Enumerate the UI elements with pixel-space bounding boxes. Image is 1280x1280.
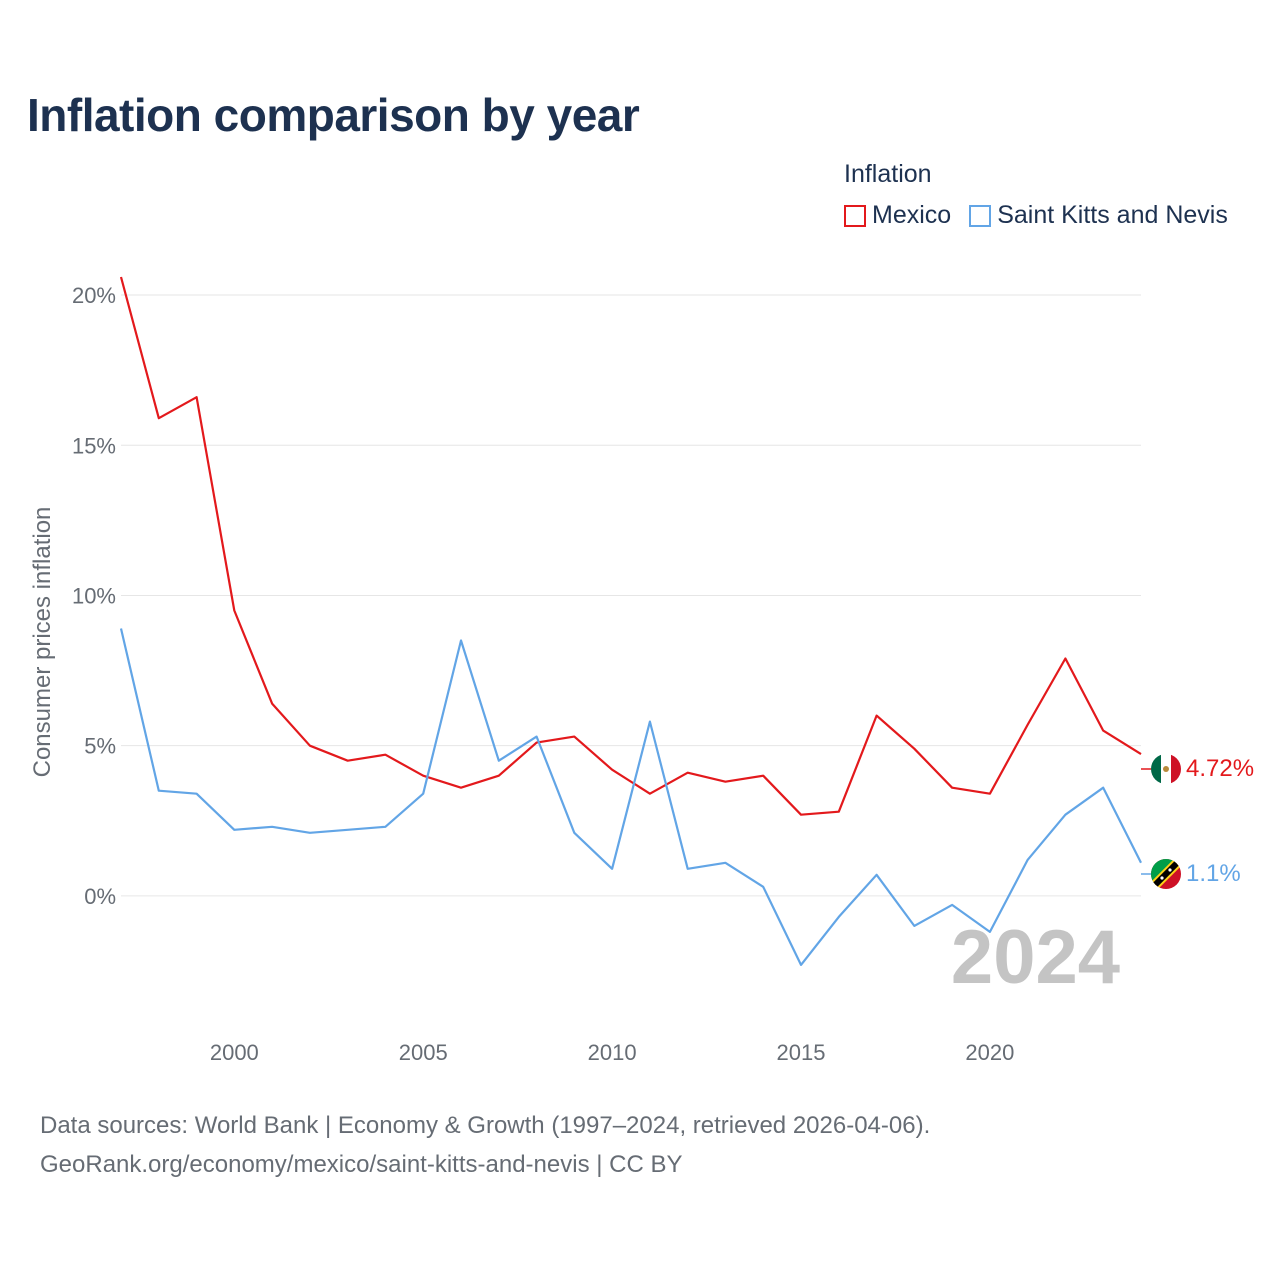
data-point-saint-kitts-and-nevis[interactable]	[570, 829, 578, 837]
data-point-mexico[interactable]	[306, 742, 314, 750]
footer: Data sources: World Bank | Economy & Gro…	[40, 1106, 930, 1184]
data-point-saint-kitts-and-nevis[interactable]	[986, 928, 994, 936]
data-point-mexico[interactable]	[873, 712, 881, 720]
data-point-saint-kitts-and-nevis[interactable]	[155, 787, 163, 795]
saint-kitts-and-nevis-flag-icon	[1151, 859, 1181, 889]
data-point-saint-kitts-and-nevis[interactable]	[268, 823, 276, 831]
data-point-saint-kitts-and-nevis[interactable]	[1137, 859, 1145, 867]
data-point-mexico[interactable]	[721, 778, 729, 786]
data-point-saint-kitts-and-nevis[interactable]	[1024, 856, 1032, 864]
mexico-end-label: 4.72%	[1186, 755, 1254, 782]
data-point-saint-kitts-and-nevis[interactable]	[873, 871, 881, 879]
data-point-mexico[interactable]	[381, 751, 389, 759]
data-point-mexico[interactable]	[268, 700, 276, 708]
data-point-mexico[interactable]	[646, 790, 654, 798]
data-point-saint-kitts-and-nevis[interactable]	[533, 733, 541, 741]
data-point-mexico[interactable]	[684, 769, 692, 777]
data-source-note: Data sources: World Bank | Economy & Gro…	[40, 1112, 931, 1139]
series-line-saint-kitts-and-nevis[interactable]	[119, 628, 1142, 967]
y-axis-label: Consumer prices inflation	[29, 507, 56, 778]
x-tick-label: 2000	[210, 1040, 259, 1065]
legend-item-saint-kitts-and-nevis[interactable]: Saint Kitts and Nevis	[969, 201, 1228, 230]
data-point-saint-kitts-and-nevis[interactable]	[835, 913, 843, 921]
end-markers: 4.72% 1.1%	[1141, 754, 1254, 889]
y-tick-label: 20%	[72, 283, 116, 308]
series-lines	[117, 273, 1145, 969]
data-point-mexico[interactable]	[1099, 727, 1107, 735]
y-tick-label: 15%	[72, 433, 116, 458]
year-watermark: 2024	[951, 915, 1120, 1000]
data-point-saint-kitts-and-nevis[interactable]	[344, 826, 352, 834]
saint-kitts-and-nevis-end-label: 1.1%	[1186, 860, 1241, 887]
data-point-mexico[interactable]	[759, 772, 767, 780]
grid-lines	[121, 294, 1141, 897]
legend: Inflation Mexico Saint Kitts and Nevis	[844, 160, 1228, 230]
legend-label-mexico: Mexico	[872, 201, 952, 229]
data-point-saint-kitts-and-nevis[interactable]	[646, 718, 654, 726]
mexico-flag-icon	[1151, 754, 1181, 784]
data-point-mexico[interactable]	[986, 790, 994, 798]
legend-label-saint-kitts-and-nevis: Saint Kitts and Nevis	[997, 201, 1228, 229]
data-point-mexico[interactable]	[193, 393, 201, 401]
data-point-saint-kitts-and-nevis[interactable]	[193, 790, 201, 798]
data-point-mexico[interactable]	[1061, 655, 1069, 663]
data-point-saint-kitts-and-nevis[interactable]	[910, 922, 918, 930]
data-point-mexico[interactable]	[495, 772, 503, 780]
x-axis-ticks: 2000 2005 2010 2015 2020	[210, 1040, 1015, 1065]
data-point-mexico[interactable]	[117, 273, 125, 281]
data-point-saint-kitts-and-nevis[interactable]	[495, 757, 503, 765]
data-point-mexico[interactable]	[457, 784, 465, 792]
legend-item-mexico[interactable]: Mexico	[844, 201, 951, 230]
data-point-saint-kitts-and-nevis[interactable]	[608, 865, 616, 873]
x-tick-label: 2015	[777, 1040, 826, 1065]
legend-title: Inflation	[844, 160, 932, 188]
data-point-mexico[interactable]	[608, 766, 616, 774]
source-url[interactable]: GeoRank.org/economy/mexico/saint-kitts-a…	[40, 1151, 683, 1178]
chart-title: Inflation comparison by year	[27, 89, 640, 141]
data-point-saint-kitts-and-nevis[interactable]	[1061, 811, 1069, 819]
y-tick-label: 5%	[84, 734, 116, 759]
data-point-saint-kitts-and-nevis[interactable]	[948, 901, 956, 909]
y-tick-label: 10%	[72, 583, 116, 608]
x-tick-label: 2010	[588, 1040, 637, 1065]
data-point-saint-kitts-and-nevis[interactable]	[381, 823, 389, 831]
data-point-saint-kitts-and-nevis[interactable]	[117, 624, 125, 632]
data-point-mexico[interactable]	[155, 414, 163, 422]
x-tick-label: 2020	[965, 1040, 1014, 1065]
data-point-mexico[interactable]	[910, 745, 918, 753]
data-point-mexico[interactable]	[570, 733, 578, 741]
legend-swatch-mexico	[844, 204, 866, 227]
x-tick-label: 2005	[399, 1040, 448, 1065]
data-point-saint-kitts-and-nevis[interactable]	[759, 883, 767, 891]
data-point-mexico[interactable]	[1137, 750, 1145, 758]
data-point-mexico[interactable]	[230, 606, 238, 614]
data-point-mexico[interactable]	[948, 784, 956, 792]
data-point-saint-kitts-and-nevis[interactable]	[306, 829, 314, 837]
data-point-saint-kitts-and-nevis[interactable]	[684, 865, 692, 873]
data-point-saint-kitts-and-nevis[interactable]	[419, 790, 427, 798]
y-tick-label: 0%	[84, 884, 116, 909]
series-line-mexico[interactable]	[119, 276, 1142, 816]
data-point-mexico[interactable]	[344, 757, 352, 765]
y-axis-ticks: 0% 5% 10% 15% 20%	[72, 283, 116, 909]
legend-swatch-saint-kitts-and-nevis	[969, 204, 992, 227]
data-point-saint-kitts-and-nevis[interactable]	[230, 826, 238, 834]
data-point-mexico[interactable]	[797, 811, 805, 819]
data-point-mexico[interactable]	[1024, 721, 1032, 729]
data-point-saint-kitts-and-nevis[interactable]	[1099, 784, 1107, 792]
data-point-mexico[interactable]	[835, 808, 843, 816]
data-point-saint-kitts-and-nevis[interactable]	[457, 637, 465, 645]
data-point-saint-kitts-and-nevis[interactable]	[797, 961, 805, 969]
data-point-saint-kitts-and-nevis[interactable]	[721, 859, 729, 867]
